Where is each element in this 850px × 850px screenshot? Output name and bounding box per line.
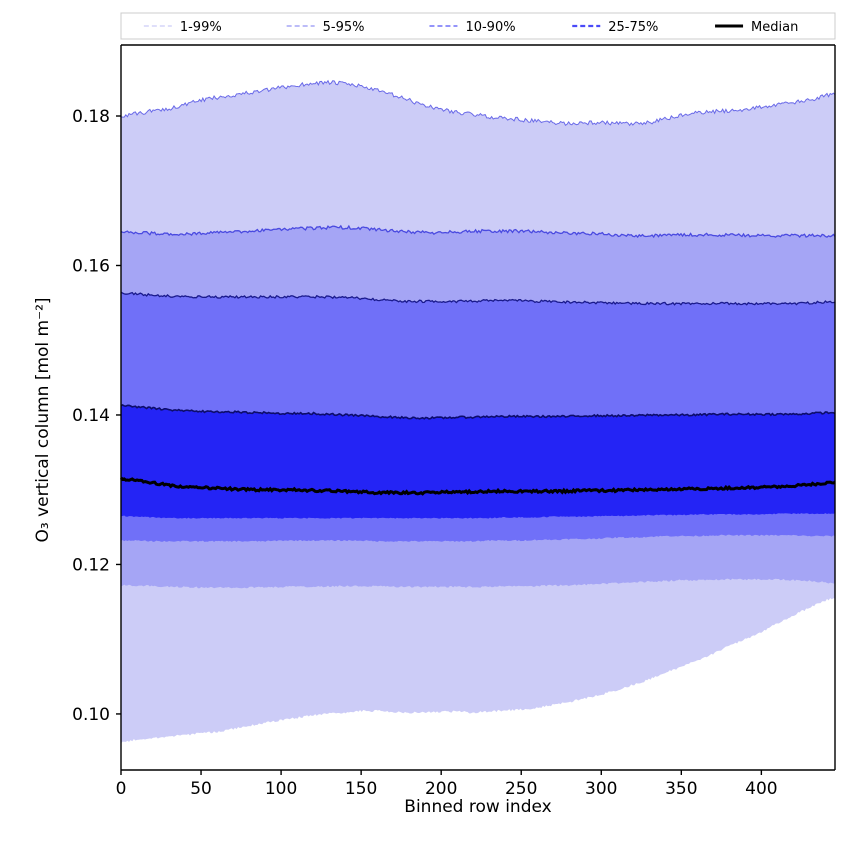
x-tick-label: 200 <box>425 779 457 799</box>
median-path <box>119 476 836 496</box>
band-edge-25to75 <box>120 403 836 420</box>
x-tick-label: 50 <box>190 779 212 799</box>
y-tick-label: 0.10 <box>72 705 110 725</box>
legend-label-Median: Median <box>751 20 798 35</box>
band-edge-1to99 <box>120 79 836 127</box>
y-tick-label: 0.12 <box>72 555 110 575</box>
x-tick-label: 400 <box>745 779 777 799</box>
x-tick-label: 300 <box>585 779 617 799</box>
x-axis-title: Binned row index <box>404 797 551 817</box>
x-tick-labels: 0 50 100 150 200 250 300 350 400 <box>116 779 778 799</box>
x-tick-label: 250 <box>505 779 537 799</box>
axes <box>120 44 836 771</box>
legend-label-25to75: 25-75% <box>608 20 658 35</box>
legend-label-10to90: 10-90% <box>465 20 515 35</box>
y-tick-label: 0.16 <box>72 256 110 276</box>
percentile-bands <box>120 79 836 744</box>
y-tick-label: 0.14 <box>72 406 110 426</box>
median-line <box>119 476 836 496</box>
band-edge-10to90 <box>120 291 836 306</box>
band-fill-25to75 <box>121 404 835 519</box>
y-tick-labels: 0.10 0.12 0.14 0.16 0.18 <box>72 107 110 725</box>
tick-marks <box>116 115 763 775</box>
legend: 1-99% 5-95% 10-90% 25-75% Median <box>120 12 836 40</box>
x-tick-label: 150 <box>345 779 377 799</box>
x-tick-label: 0 <box>116 779 127 799</box>
x-tick-label: 100 <box>265 779 297 799</box>
band-edge-5to95 <box>120 224 836 239</box>
y-tick-label: 0.18 <box>72 107 110 127</box>
legend-label-1to99: 1-99% <box>180 20 222 35</box>
y-axis-title: O₃ vertical column [mol m⁻²] <box>33 297 53 542</box>
x-tick-label: 350 <box>665 779 697 799</box>
legend-label-5to95: 5-95% <box>323 20 365 35</box>
